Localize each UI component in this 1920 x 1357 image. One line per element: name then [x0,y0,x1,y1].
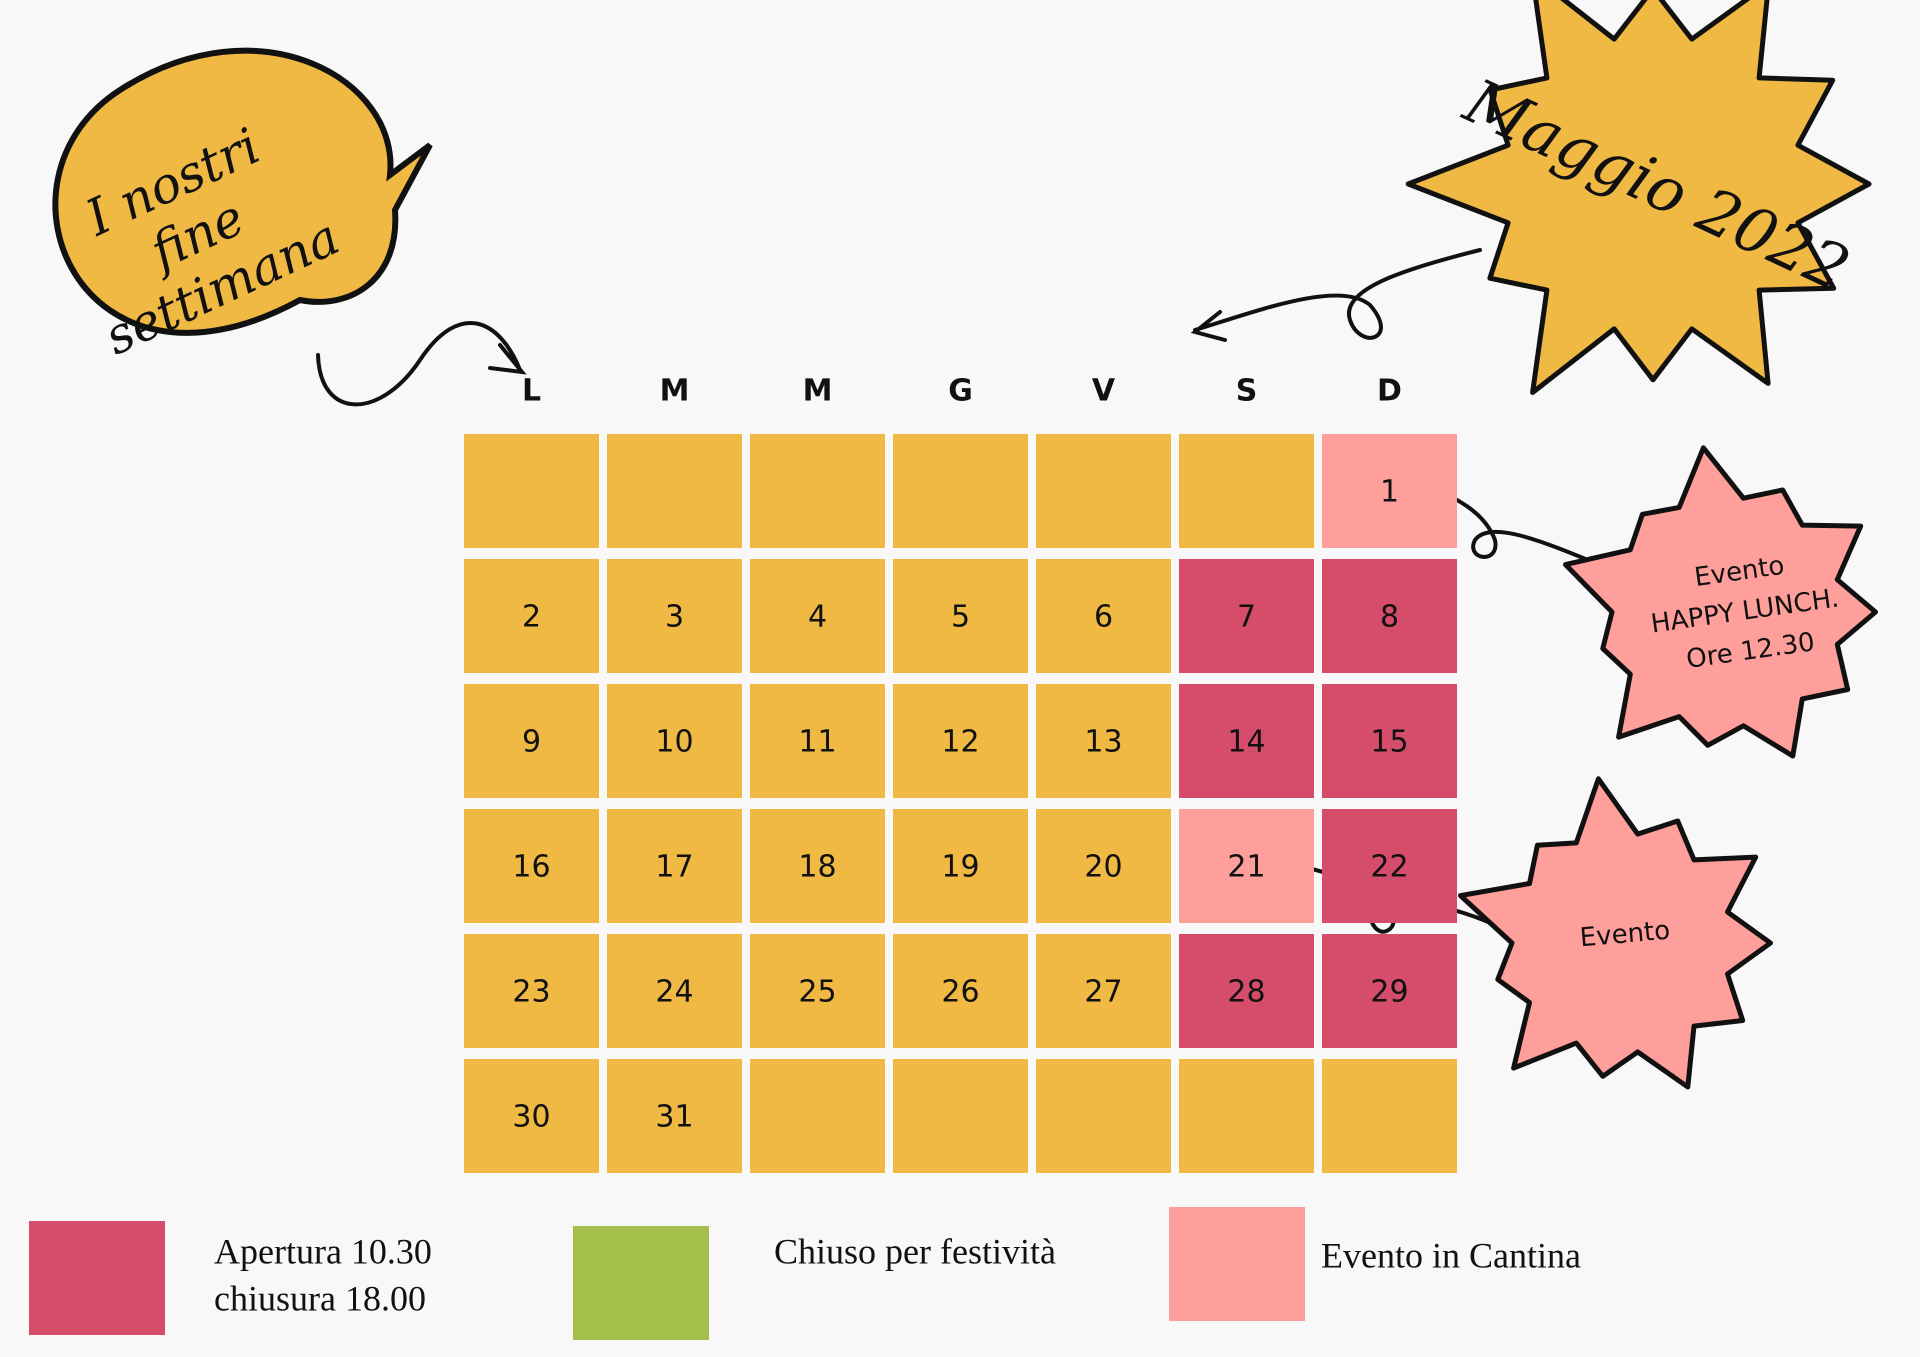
day-number: 1 [1380,475,1399,510]
day-cell [893,934,1028,1048]
arrow [1190,248,1482,342]
day-number: 12 [941,725,979,760]
day-cell [607,934,742,1048]
day-cell [464,934,599,1048]
day-number: 21 [1227,850,1265,885]
starburst [1563,445,1878,759]
day-cell [750,1059,885,1173]
day-number: 31 [655,1100,693,1135]
day-cell [1036,559,1171,673]
day-cell [1179,934,1314,1048]
day-number: 15 [1370,725,1408,760]
day-cell [1322,934,1457,1048]
day-cell [607,809,742,923]
day-number: 3 [665,600,684,635]
arrow [316,321,527,407]
day-cell [1322,684,1457,798]
legend-label: chiusura 18.00 [214,1278,426,1318]
day-cell [1179,809,1314,923]
day-number: 4 [808,600,827,635]
day-cell [464,684,599,798]
day-cell [750,434,885,548]
weekday-label: G [948,374,973,409]
day-cell [607,684,742,798]
day-cell [1036,434,1171,548]
day-cell [893,434,1028,548]
day-number: 5 [951,600,970,635]
day-number: 19 [941,850,979,885]
speech-bubble [52,47,433,336]
weekday-label: M [660,374,690,409]
day-number: 25 [798,975,836,1010]
day-cell [1179,559,1314,673]
legend-swatch [29,1221,165,1335]
day-cell [464,434,599,548]
weekday-label: V [1092,374,1116,409]
day-cell [607,434,742,548]
weekday-label: S [1236,374,1258,409]
day-cell [750,559,885,673]
day-cell [607,559,742,673]
day-cell [893,1059,1028,1173]
day-cell [893,559,1028,673]
day-number: 14 [1227,725,1265,760]
weekday-label: D [1377,374,1402,409]
day-cell [1322,1059,1457,1173]
day-cell [1179,1059,1314,1173]
day-number: 2 [522,600,541,635]
day-number: 7 [1237,600,1256,635]
day-cell [750,809,885,923]
day-number: 16 [512,850,550,885]
legend-label: Apertura 10.30 [214,1231,432,1271]
day-cell [464,559,599,673]
day-cell [750,934,885,1048]
weekday-label: M [803,374,833,409]
legend-swatch [1169,1207,1305,1321]
day-number: 26 [941,975,979,1010]
day-cell [1179,684,1314,798]
day-number: 13 [1084,725,1122,760]
day-cell [893,809,1028,923]
day-cell [1322,559,1457,673]
legend-swatch [573,1226,709,1340]
day-number: 30 [512,1100,550,1135]
day-cell [464,809,599,923]
day-cell [750,684,885,798]
weekday-label: L [522,374,541,409]
day-cell [464,1059,599,1173]
day-cell [1036,934,1171,1048]
day-number: 29 [1370,975,1408,1010]
day-number: 23 [512,975,550,1010]
day-cell [1322,809,1457,923]
starburst [1405,0,1872,395]
day-cell [1036,1059,1171,1173]
day-number: 17 [655,850,693,885]
day-number: 28 [1227,975,1265,1010]
day-cell [1179,434,1314,548]
day-number: 10 [655,725,693,760]
day-number: 24 [655,975,693,1010]
day-cell [1036,809,1171,923]
day-number: 9 [522,725,541,760]
day-number: 8 [1380,600,1399,635]
day-number: 20 [1084,850,1122,885]
starburst [1458,776,1773,1090]
day-number: 22 [1370,850,1408,885]
legend-label: Evento in Cantina [1321,1235,1581,1275]
day-number: 6 [1094,600,1113,635]
day-cell [893,684,1028,798]
day-cell [1322,434,1457,548]
day-number: 27 [1084,975,1122,1010]
day-cell [1036,684,1171,798]
day-cell [607,1059,742,1173]
day-number: 18 [798,850,836,885]
legend-label: Chiuso per festività [774,1231,1056,1271]
day-number: 11 [798,725,836,760]
